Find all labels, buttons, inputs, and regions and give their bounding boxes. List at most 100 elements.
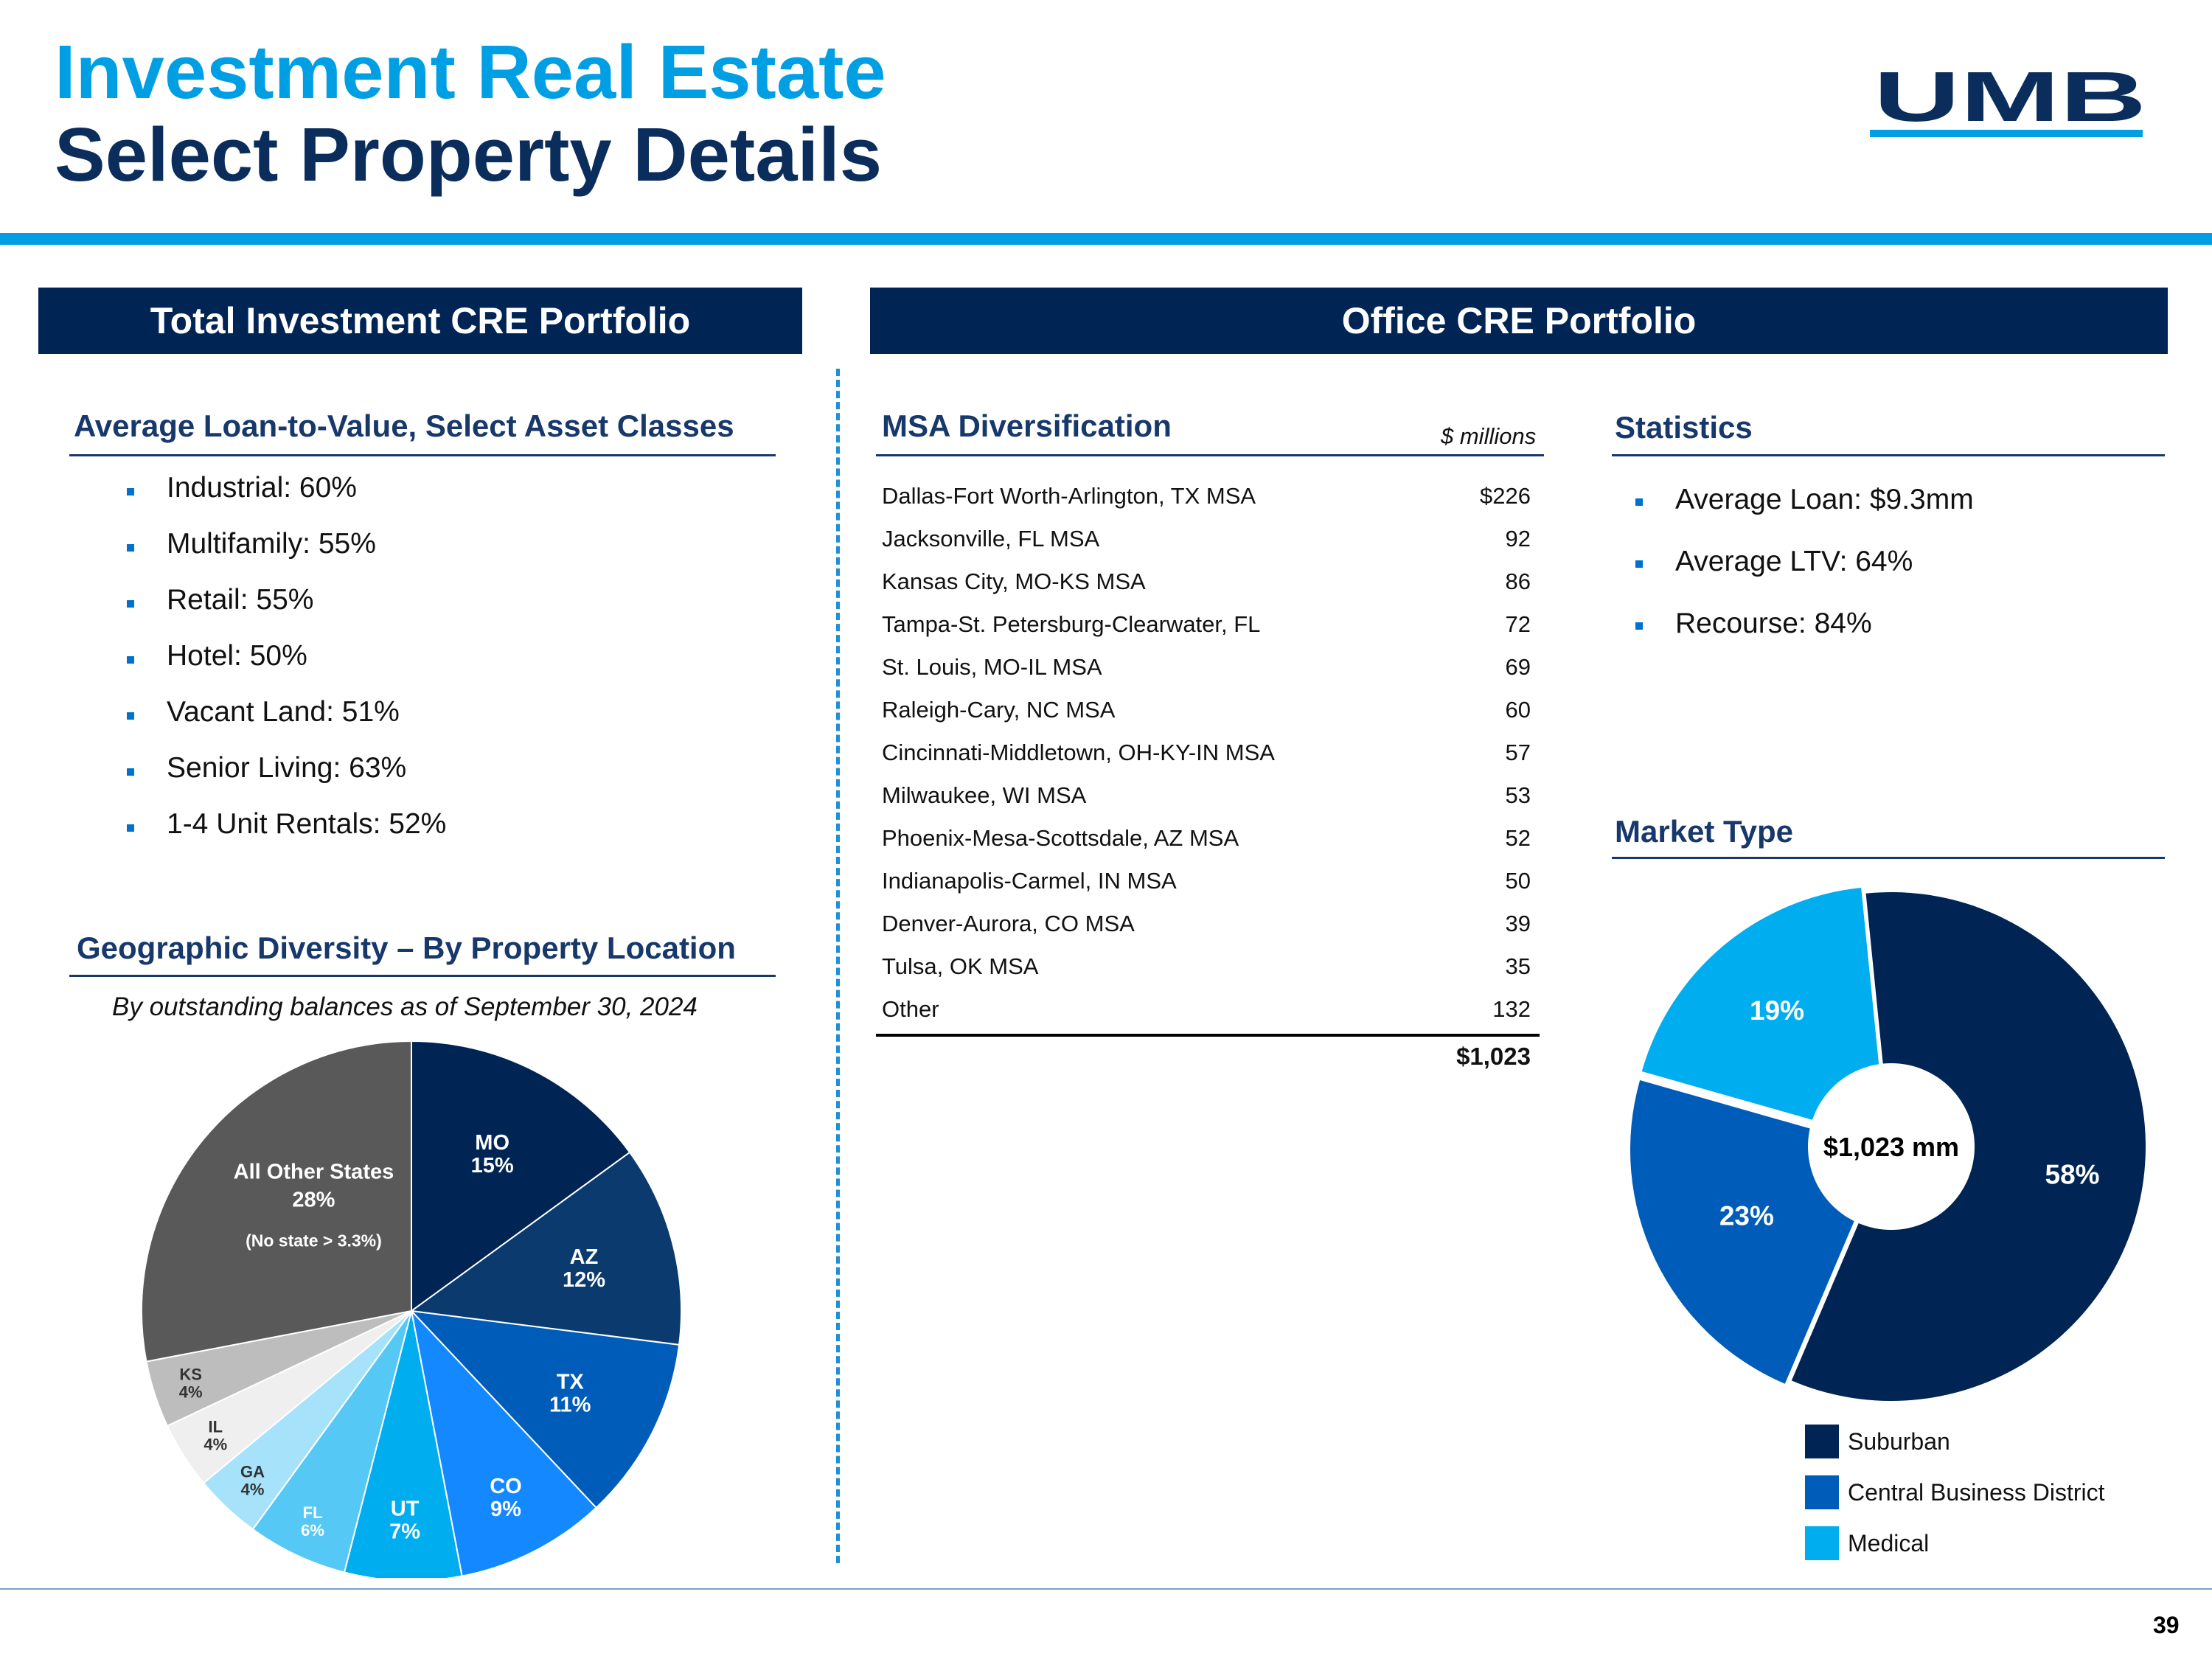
- geo-slice-value: 11%: [549, 1394, 591, 1417]
- legend-swatch: [1805, 1425, 1839, 1458]
- donut-hole: [1808, 1063, 1975, 1230]
- msa-value: 132: [1492, 996, 1531, 1022]
- legend-item: Central Business District: [1805, 1475, 2105, 1509]
- stats-section-title: Statistics: [1615, 410, 1753, 445]
- table-row: Phoenix-Mesa-Scottsdale, AZ MSA 52: [882, 825, 1531, 868]
- market-slice-value: 23%: [1719, 1201, 1774, 1231]
- market-section-title: Market Type: [1615, 814, 1793, 849]
- geo-slice-label: All Other States: [234, 1160, 394, 1183]
- geo-slice-value: 4%: [179, 1382, 203, 1401]
- legend-label: Medical: [1848, 1529, 1930, 1557]
- geo-section-title: Geographic Diversity – By Property Locat…: [77, 931, 736, 965]
- footer-divider: [0, 1588, 2212, 1590]
- geo-slice-tx: [409, 1310, 681, 1509]
- page-title-line2: Select Property Details: [55, 112, 883, 197]
- logo-underline: [1870, 130, 2143, 137]
- geo-slice-label: IL: [208, 1418, 223, 1436]
- geo-slice-annotation: (No state > 3.3%): [246, 1231, 382, 1250]
- header-divider: [0, 233, 2212, 245]
- geo-slice-co: [410, 1308, 597, 1577]
- geo-slice-label: FL: [303, 1503, 323, 1522]
- list-item: Average Loan: $9.3mm: [1635, 484, 1974, 546]
- msa-section-rule: [876, 454, 1544, 456]
- stats-list: Average Loan: $9.3mm Average LTV: 64% Re…: [1635, 484, 1974, 669]
- legend-label: Suburban: [1848, 1427, 1950, 1455]
- market-slice-value: 58%: [2045, 1159, 2100, 1189]
- geo-slice-value: 4%: [241, 1480, 265, 1498]
- geo-slice-label: UT: [391, 1498, 420, 1521]
- geo-slice-value: 6%: [301, 1521, 324, 1540]
- msa-value: $226: [1480, 483, 1531, 509]
- market-slice-value: 19%: [1750, 995, 1804, 1026]
- geo-slice-fl: [251, 1310, 412, 1573]
- msa-value: 69: [1505, 654, 1531, 680]
- donut-center-label: $1,023 mm: [1823, 1132, 1959, 1162]
- geo-slice-all-other-states: [141, 1040, 412, 1363]
- table-row: Other 132: [882, 996, 1531, 1039]
- msa-section-title: MSA Diversification: [882, 408, 1172, 443]
- list-item: 1-4 Unit Rentals: 52%: [127, 808, 446, 864]
- table-row: St. Louis, MO-IL MSA 69: [882, 654, 1531, 697]
- list-item: Industrial: 60%: [127, 472, 446, 528]
- list-item: Hotel: 50%: [127, 640, 446, 696]
- legend-swatch: [1805, 1475, 1839, 1509]
- total-portfolio-header: Total Investment CRE Portfolio: [38, 288, 802, 354]
- msa-total: $1,023: [1456, 1043, 1531, 1070]
- legend-item: Suburban: [1805, 1425, 1950, 1458]
- table-row: Jacksonville, FL MSA 92: [882, 526, 1531, 568]
- msa-value: 35: [1505, 953, 1531, 979]
- list-item: Average LTV: 64%: [1635, 546, 1974, 608]
- stats-item-label: Recourse: 84%: [1675, 608, 1872, 639]
- msa-value: 50: [1505, 868, 1531, 894]
- geo-slice-value: 28%: [292, 1188, 335, 1211]
- office-portfolio-header: Office CRE Portfolio: [870, 288, 2168, 354]
- stats-item-label: Average LTV: 64%: [1675, 546, 1913, 577]
- msa-value: 60: [1505, 697, 1531, 723]
- ltv-item-label: Industrial: 60%: [167, 472, 357, 504]
- msa-name: Phoenix-Mesa-Scottsdale, AZ MSA: [882, 825, 1239, 851]
- market-donut-chart: 58% 23% 19% $1,023 mm: [1630, 888, 2146, 1401]
- stats-item-label: Average Loan: $9.3mm: [1675, 484, 1974, 515]
- stats-section-rule: [1612, 454, 2165, 456]
- geo-pie-chart: MO15%AZ12%TX11%CO9%UT7%FL6%GA4%IL4%KS4%A…: [141, 1040, 682, 1578]
- msa-units: $ millions: [1441, 423, 1537, 449]
- ltv-item-label: Retail: 55%: [167, 584, 314, 616]
- msa-total-rule: [876, 1034, 1540, 1037]
- legend-swatch: [1805, 1526, 1839, 1560]
- msa-value: 86: [1505, 568, 1531, 594]
- msa-name: Dallas-Fort Worth-Arlington, TX MSA: [882, 483, 1256, 509]
- msa-name: Tulsa, OK MSA: [882, 953, 1039, 979]
- geo-slice-value: 4%: [204, 1436, 227, 1454]
- ltv-item-label: Multifamily: 55%: [167, 528, 376, 560]
- geo-slice-label: GA: [240, 1462, 265, 1481]
- table-row: Denver-Aurora, CO MSA 39: [882, 911, 1531, 953]
- table-row: Tulsa, OK MSA 35: [882, 953, 1531, 996]
- msa-value: 72: [1505, 611, 1531, 637]
- geo-section-rule: [69, 975, 776, 977]
- msa-name: Tampa-St. Petersburg-Clearwater, FL: [882, 611, 1261, 637]
- geo-slice-label: MO: [475, 1131, 509, 1155]
- page-title-line1: Investment Real Estate: [55, 29, 886, 114]
- msa-name: St. Louis, MO-IL MSA: [882, 654, 1102, 680]
- page-number: 39: [2153, 1612, 2180, 1638]
- umb-logo: UMB: [1870, 68, 2146, 137]
- ltv-item-label: Senior Living: 63%: [167, 752, 407, 784]
- msa-value: 57: [1505, 740, 1531, 765]
- geo-slice-value: 7%: [389, 1520, 420, 1544]
- ltv-section-rule: [69, 454, 776, 456]
- list-item: Recourse: 84%: [1635, 608, 1974, 669]
- geo-slice-value: 12%: [563, 1268, 605, 1292]
- geo-slice-label: KS: [179, 1365, 202, 1383]
- msa-value: 53: [1505, 782, 1531, 808]
- ltv-section-title: Average Loan-to-Value, Select Asset Clas…: [74, 408, 734, 443]
- legend-item: Medical: [1805, 1526, 1929, 1560]
- list-item: Senior Living: 63%: [127, 752, 446, 808]
- list-item: Vacant Land: 51%: [127, 696, 446, 752]
- table-row: Dallas-Fort Worth-Arlington, TX MSA $226: [882, 483, 1531, 526]
- geo-slice-ut: [343, 1310, 463, 1578]
- ltv-item-label: Vacant Land: 51%: [167, 696, 400, 728]
- geo-slice-label: AZ: [570, 1245, 599, 1269]
- list-item: Retail: 55%: [127, 584, 446, 640]
- ltv-item-label: Hotel: 50%: [167, 640, 307, 672]
- msa-value: 92: [1505, 526, 1531, 552]
